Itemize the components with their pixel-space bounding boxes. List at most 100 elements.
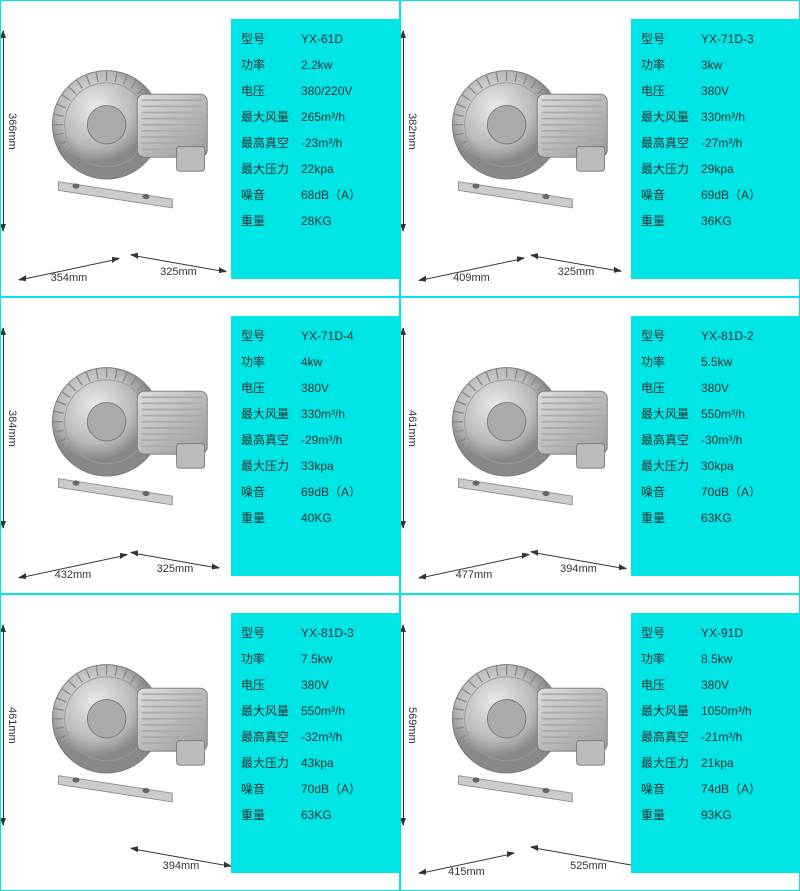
spec-panel: 型号YX-91D 功率8.5kw 电压380V 最大风量1050m³/h 最高真… xyxy=(631,613,799,873)
spec-label-maxvac: 最高真空 xyxy=(241,137,301,149)
spec-label-maxair: 最大风量 xyxy=(241,705,301,717)
spec-weight: 28KG xyxy=(301,215,389,227)
dim-width-1: 415mm xyxy=(419,863,514,878)
spec-label-power: 功率 xyxy=(241,356,301,368)
blower-icon xyxy=(41,640,216,815)
dim-h-label: 461mm xyxy=(406,410,418,447)
dim-width-1: 432mm xyxy=(19,566,127,581)
spec-model: YX-71D-4 xyxy=(301,330,389,342)
dim-width-2: 394mm xyxy=(131,857,231,872)
spec-power: 5.5kw xyxy=(701,356,789,368)
blower-icon xyxy=(441,343,616,518)
blower-icon xyxy=(441,46,616,221)
spec-label-maxair: 最大风量 xyxy=(641,408,701,420)
spec-label-voltage: 电压 xyxy=(241,85,301,97)
spec-weight: 63KG xyxy=(301,809,389,821)
dim-h-label: 366mm xyxy=(6,113,18,150)
dim-h-label: 461mm xyxy=(6,707,18,744)
spec-label-maxvac: 最高真空 xyxy=(241,434,301,446)
spec-noise: 69dB（A） xyxy=(301,486,389,498)
spec-label-power: 功率 xyxy=(641,59,701,71)
spec-label-noise: 噪音 xyxy=(641,486,701,498)
spec-voltage: 380/220V xyxy=(301,85,389,97)
spec-weight: 40KG xyxy=(301,512,389,524)
dim-width-2: 325mm xyxy=(531,263,621,278)
spec-label-voltage: 电压 xyxy=(641,85,701,97)
spec-noise: 69dB（A） xyxy=(701,189,789,201)
spec-model: YX-61D xyxy=(301,33,389,45)
blower-icon xyxy=(41,46,216,221)
spec-maxvac: -29m³/h xyxy=(301,434,389,446)
spec-label-maxvac: 最高真空 xyxy=(241,731,301,743)
spec-label-maxair: 最大风量 xyxy=(641,111,701,123)
dim-height: 461mm xyxy=(403,328,418,528)
dim-w1-label: 432mm xyxy=(55,569,92,581)
spec-label-power: 功率 xyxy=(641,653,701,665)
spec-model: YX-81D-2 xyxy=(701,330,789,342)
product-cell: 569mm 415mm 525mm 型号YX-91D 功率8.5kw 电压380… xyxy=(400,594,800,891)
spec-maxair: 265m³/h xyxy=(301,111,389,123)
spec-label-noise: 噪音 xyxy=(241,486,301,498)
product-image-area: 366mm 354mm 325mm xyxy=(1,1,233,296)
spec-maxair: 330m³/h xyxy=(301,408,389,420)
dim-height: 384mm xyxy=(3,328,18,528)
spec-voltage: 380V xyxy=(701,85,789,97)
product-cell: 384mm 432mm 325mm 型号YX-71D-4 功率4kw 电压380… xyxy=(0,297,400,594)
spec-voltage: 380V xyxy=(301,382,389,394)
spec-maxair: 330m³/h xyxy=(701,111,789,123)
spec-power: 3kw xyxy=(701,59,789,71)
spec-label-model: 型号 xyxy=(641,627,701,639)
spec-label-noise: 噪音 xyxy=(241,783,301,795)
dim-width-1: 409mm xyxy=(419,269,524,284)
spec-label-voltage: 电压 xyxy=(641,679,701,691)
spec-maxair: 550m³/h xyxy=(301,705,389,717)
spec-maxpress: 30kpa xyxy=(701,460,789,472)
spec-weight: 36KG xyxy=(701,215,789,227)
spec-panel: 型号YX-71D-3 功率3kw 电压380V 最大风量330m³/h 最高真空… xyxy=(631,19,799,279)
spec-label-weight: 重量 xyxy=(241,512,301,524)
spec-label-maxpress: 最大压力 xyxy=(641,460,701,472)
dim-height: 461mm xyxy=(3,625,18,825)
spec-maxpress: 22kpa xyxy=(301,163,389,175)
spec-voltage: 380V xyxy=(701,679,789,691)
spec-label-maxvac: 最高真空 xyxy=(641,731,701,743)
spec-weight: 93KG xyxy=(701,809,789,821)
spec-label-maxvac: 最高真空 xyxy=(641,434,701,446)
dim-w2-label: 325mm xyxy=(160,266,197,278)
spec-panel: 型号YX-61D 功率2.2kw 电压380/220V 最大风量265m³/h … xyxy=(231,19,399,279)
product-cell: 461mm 394mm 型号YX-81D-3 功率7.5kw 电压380V 最大… xyxy=(0,594,400,891)
spec-maxvac: -32m³/h xyxy=(301,731,389,743)
spec-model: YX-91D xyxy=(701,627,789,639)
product-grid: 366mm 354mm 325mm 型号YX-61D 功率2.2kw 电压380… xyxy=(0,0,800,891)
spec-maxair: 1050m³/h xyxy=(701,705,789,717)
spec-noise: 68dB（A） xyxy=(301,189,389,201)
spec-label-maxair: 最大风量 xyxy=(241,408,301,420)
spec-maxvac: -27m³/h xyxy=(701,137,789,149)
spec-label-noise: 噪音 xyxy=(241,189,301,201)
spec-label-weight: 重量 xyxy=(641,512,701,524)
spec-label-maxair: 最大风量 xyxy=(641,705,701,717)
dim-h-label: 569mm xyxy=(406,707,418,744)
product-image-area: 382mm 409mm 325mm xyxy=(401,1,633,296)
dim-w2-label: 394mm xyxy=(560,563,597,575)
spec-label-voltage: 电压 xyxy=(241,679,301,691)
spec-label-model: 型号 xyxy=(241,33,301,45)
dim-w1-label: 415mm xyxy=(448,866,485,878)
dim-height: 366mm xyxy=(3,31,18,231)
spec-maxvac: -23m³/h xyxy=(301,137,389,149)
spec-label-maxpress: 最大压力 xyxy=(241,163,301,175)
spec-noise: 74dB（A） xyxy=(701,783,789,795)
spec-label-power: 功率 xyxy=(241,653,301,665)
spec-power: 7.5kw xyxy=(301,653,389,665)
spec-model: YX-71D-3 xyxy=(701,33,789,45)
product-cell: 461mm 477mm 394mm 型号YX-81D-2 功率5.5kw 电压3… xyxy=(400,297,800,594)
spec-maxpress: 33kpa xyxy=(301,460,389,472)
spec-model: YX-81D-3 xyxy=(301,627,389,639)
product-cell: 382mm 409mm 325mm 型号YX-71D-3 功率3kw 电压380… xyxy=(400,0,800,297)
spec-power: 4kw xyxy=(301,356,389,368)
spec-label-weight: 重量 xyxy=(241,809,301,821)
spec-label-voltage: 电压 xyxy=(241,382,301,394)
spec-weight: 63KG xyxy=(701,512,789,524)
dim-width-2: 325mm xyxy=(131,560,219,575)
spec-label-maxpress: 最大压力 xyxy=(241,757,301,769)
